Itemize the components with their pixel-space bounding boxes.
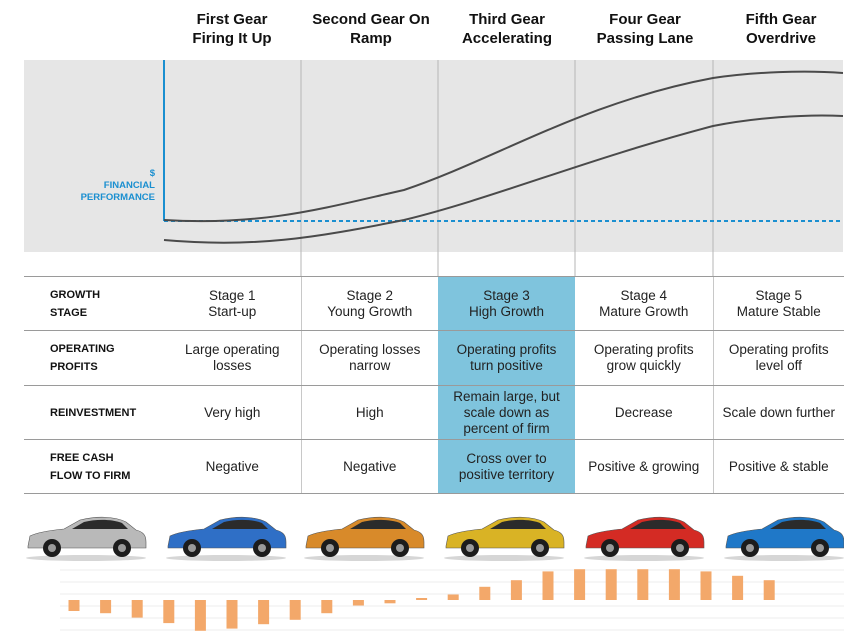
cash-flow-bar [637,569,649,600]
row-header: REINVESTMENT [24,385,164,440]
cash-flow-bar [416,598,428,600]
cash-flow-bar [321,600,333,614]
chart-gridlines [60,569,844,631]
upper-performance-curve [163,70,843,223]
cash-flow-bar [352,600,364,606]
table-row: OPERATING PROFITS Large operating losses O… [24,330,844,386]
cash-flow-bar [732,575,744,600]
table-row: FREE CASH FLOW TO FIRM Negative Negative … [24,439,844,494]
cash-flow-bar [668,569,680,600]
cash-flow-bar [194,600,206,631]
stage-heading-2: Second Gear On Ramp [306,10,436,48]
cash-flow-bar-chart [60,569,844,631]
table-cell: Negative [164,439,301,494]
financial-performance-panel [24,60,843,276]
cash-flow-bar [226,600,238,629]
cash-flow-bar [258,600,270,625]
cash-flow-bar [479,586,491,600]
table-cell: Operating losses narrow [300,330,438,386]
table-cell: Negative [300,439,438,494]
cash-flow-bar [131,600,143,618]
table-cell: Stage 5 Mature Stable [712,276,844,331]
cash-flow-bar [289,600,301,620]
stage-heading-4: Four Gear Passing Lane [580,10,710,48]
table-cell-highlighted: Operating profits turn positive [438,330,575,386]
cash-flow-bar [605,569,617,600]
gear-title: Second Gear On [312,11,430,28]
cash-flow-bar [68,600,80,611]
orange-coupe-icon [304,516,425,561]
blue-coupe-icon [724,516,844,561]
table-cell-highlighted: Remain large, but scale down as percent of… [438,385,575,440]
financial-performance-label: $ FINANCIAL PERFORMANCE [80,168,155,203]
gear-subtitle: Accelerating [461,30,553,47]
stage-heading-3: Third Gear Accelerating [442,10,572,48]
cash-flow-bar [763,580,775,600]
gear-subtitle: Firing It Up [192,30,272,47]
table-cell: Operating profits grow quickly [575,330,713,386]
table-cell: Operating profits level off [712,330,844,386]
table-row: GROWTH STAGE Stage 1 Start-up Stage 2 Young… [24,276,844,331]
cash-flow-bar [542,571,554,600]
cash-flow-bar [700,571,712,600]
cash-flow-bar [510,580,522,600]
cash-flow-bar [384,600,396,604]
lower-performance-curve [163,114,843,244]
gear-title: Third Gear [469,11,545,28]
gear-title: Four Gear [609,11,681,28]
stage-heading-5: Fifth Gear Overdrive [716,10,846,48]
gear-title: Fifth Gear [745,11,817,28]
row-header: OPERATING PROFITS [24,330,164,386]
gear-title: First Gear [196,11,268,28]
table-cell: Stage 1 Start-up [164,276,301,331]
table-cell-highlighted: Stage 3 High Growth [438,276,575,331]
table-row: REINVESTMENT Very high High Remain large… [24,385,844,440]
table-cell: Stage 4 Mature Growth [575,276,713,331]
stage-heading-1: First Gear Firing It Up [167,10,297,48]
cash-flow-bar [447,594,459,600]
table-cell: Stage 2 Young Growth [300,276,438,331]
table-cell: Large operating losses [164,330,301,386]
yellow-coupe-icon [444,516,565,561]
blue-coupe-icon [166,516,287,561]
cash-flow-bar [100,600,112,614]
table-cell: Scale down further [712,385,844,440]
silver-sedan-icon [26,516,147,561]
cash-flow-bar [163,600,175,624]
table-cell: Decrease [575,385,713,440]
table-cell: Positive & stable [712,439,844,494]
red-coupe-icon [584,516,705,561]
table-cell: Positive & growing [575,439,713,494]
gear-subtitle: Ramp [350,30,392,47]
table-cell: Very high [164,385,301,440]
car-illustrations [26,516,844,561]
table-cell-highlighted: Cross over to positive territory [438,439,575,494]
row-header: GROWTH STAGE [24,276,164,331]
growth-stage-table: GROWTH STAGE Stage 1 Start-up Stage 2 Young… [24,276,844,494]
cash-flow-bar [574,569,586,600]
table-cell: High [300,385,438,440]
gear-subtitle: Passing Lane [596,30,694,47]
row-header: FREE CASH FLOW TO FIRM [24,439,164,494]
gear-subtitle: Overdrive [745,30,817,47]
performance-curves [163,60,843,276]
